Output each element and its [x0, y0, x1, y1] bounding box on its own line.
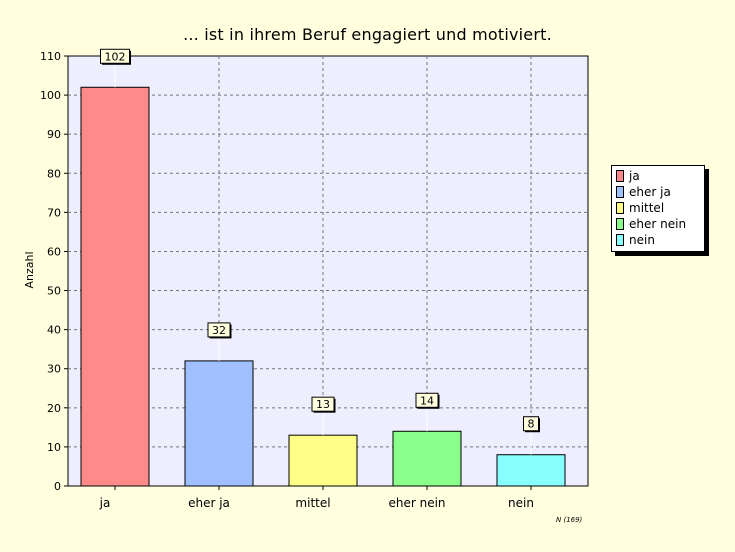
legend-swatch	[616, 186, 624, 198]
data-label-box	[207, 322, 231, 338]
legend-item: mittel	[616, 200, 704, 216]
bar-eher-ja	[184, 360, 254, 487]
legend-label: eher nein	[629, 217, 687, 231]
legend-label: mittel	[629, 201, 665, 215]
legend-swatch	[616, 202, 624, 214]
data-label: 102	[105, 50, 126, 63]
y-tick-label: 60	[47, 245, 61, 258]
sample-size-note: N (169)	[556, 516, 583, 524]
bars	[80, 86, 566, 487]
y-tick-label: 100	[40, 89, 61, 102]
chart-title: ... ist in ihrem Beruf engagiert und mot…	[183, 25, 552, 44]
legend-label: ja	[629, 169, 640, 183]
y-tick-label: 80	[47, 167, 61, 180]
y-axis-label: Anzahl	[23, 251, 36, 288]
bar-ja	[80, 86, 150, 487]
data-label: 32	[212, 324, 226, 337]
bar-nein	[496, 454, 566, 487]
legend-swatch	[616, 234, 624, 246]
data-label: 13	[316, 398, 330, 411]
legend-label: nein	[629, 233, 655, 247]
data-label: 8	[528, 418, 535, 431]
legend-item: eher ja	[616, 184, 704, 200]
data-label-box	[100, 48, 130, 64]
x-tick-label: ja	[99, 496, 111, 510]
y-tick-label: 30	[47, 363, 61, 376]
data-label-box	[415, 392, 439, 408]
x-tick-label: nein	[508, 496, 534, 510]
bar-mittel	[288, 434, 358, 487]
bar-eher-nein	[392, 430, 462, 487]
y-tick-label: 10	[47, 441, 61, 454]
y-tick-label: 50	[47, 285, 61, 298]
y-tick-label: 90	[47, 128, 61, 141]
x-tick-label: mittel	[295, 496, 330, 510]
y-tick-label: 40	[47, 324, 61, 337]
y-tick-label: 20	[47, 402, 61, 415]
legend-item: eher nein	[616, 216, 704, 232]
y-tick-label: 110	[40, 50, 61, 63]
legend-label: eher ja	[629, 185, 671, 199]
data-labels: 102 32 13 14 8	[100, 48, 540, 455]
grid-lines	[68, 56, 588, 486]
x-axis: ja eher ja mittel eher nein nein	[99, 486, 534, 510]
data-label: 14	[420, 394, 434, 407]
x-tick-label: eher nein	[388, 496, 445, 510]
legend-swatch	[616, 218, 624, 230]
y-axis: 0 10 20 30 40 50 60 70 80 90 100 110	[40, 50, 68, 493]
legend-swatch	[616, 170, 624, 182]
legend-item: nein	[616, 232, 704, 248]
y-tick-label: 0	[54, 480, 61, 493]
data-label-box	[311, 396, 335, 412]
data-label-box	[523, 416, 539, 432]
legend: ja eher ja mittel eher nein nein	[611, 165, 705, 252]
plot-area	[67, 55, 589, 487]
x-tick-label: eher ja	[188, 496, 230, 510]
legend-item: ja	[616, 168, 704, 184]
y-tick-label: 70	[47, 206, 61, 219]
